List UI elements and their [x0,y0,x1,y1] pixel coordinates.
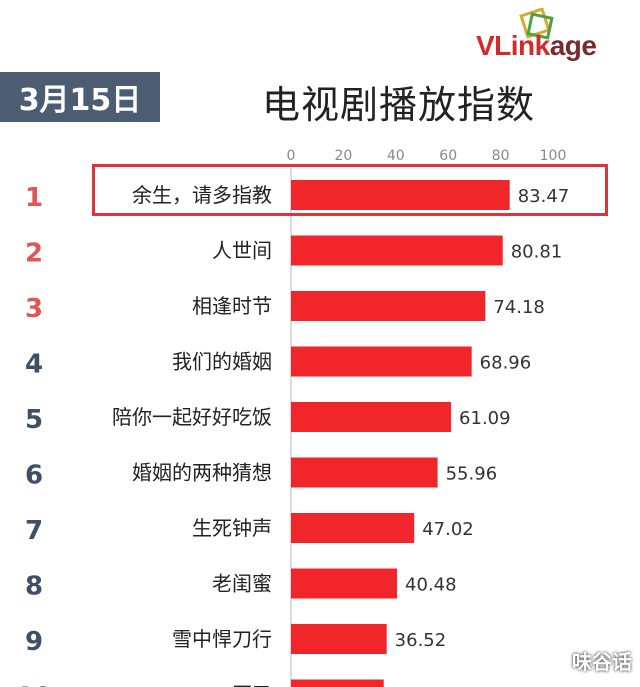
rank-number: 6 [25,461,43,491]
rank-number: 10 [16,683,52,687]
x-tick-label: 60 [439,148,457,164]
data-label: 61.09 [459,408,511,429]
highlight-box [92,164,608,216]
category-label: 老闺蜜 [212,572,272,596]
category-label: 人世间 [212,239,272,263]
category-label: 相逢时节 [192,294,272,318]
data-label: 68.96 [480,353,532,374]
data-label: 36.52 [395,630,447,651]
bar [291,346,472,377]
data-label: 83.47 [518,186,570,207]
rank-number: 1 [25,183,43,213]
bar-chart: 0 20 40 60 80 100 1 余生，请多指教 83.47 2 人世间 80.81 3 相逢时节 7… [16,148,570,687]
bar [291,291,486,321]
rank-number: 2 [25,239,43,269]
data-label: 55.96 [446,464,498,485]
x-tick-label: 100 [540,148,567,164]
vlinkage-logo: VLinkage [476,8,626,66]
rank-number: 4 [25,350,43,380]
rank-number: 8 [25,572,43,602]
date-badge: 3月15日 [0,72,160,122]
bar [291,402,452,432]
logo-square-icon [519,8,554,40]
logo-text: VLinkage [476,30,597,61]
x-tick-label: 40 [387,148,405,164]
watermark: 味谷话 [572,650,632,674]
data-label: 74.18 [493,297,545,318]
data-label: 35.39 [392,686,444,687]
bar [291,180,510,210]
category-label: 我们的婚姻 [172,350,272,374]
rank-number: 7 [25,516,43,546]
category-label: 生死钟声 [192,516,272,540]
bar [291,235,503,266]
x-tick-label: 80 [492,148,510,164]
data-label: 80.81 [511,242,563,263]
bar [291,624,387,654]
chart-title: 电视剧播放指数 [262,83,536,127]
category-label: 雪中悍刀行 [172,627,272,651]
data-label: 47.02 [422,519,474,540]
rank-number: 3 [25,294,43,324]
category-label: 余生，请多指教 [132,183,272,207]
category-label: 陪你一起好好吃饭 [112,405,272,429]
bar [291,679,384,687]
category-label: 婚姻的两种猜想 [132,461,272,485]
rank-number: 5 [25,405,43,435]
rank-number: 9 [25,627,43,657]
bar [291,457,438,488]
x-tick-label: 20 [334,148,352,164]
bar [291,568,398,599]
category-label: 医圣 [232,683,272,687]
bar [291,513,415,543]
data-label: 40.48 [405,575,457,596]
x-tick-label: 0 [287,148,296,164]
